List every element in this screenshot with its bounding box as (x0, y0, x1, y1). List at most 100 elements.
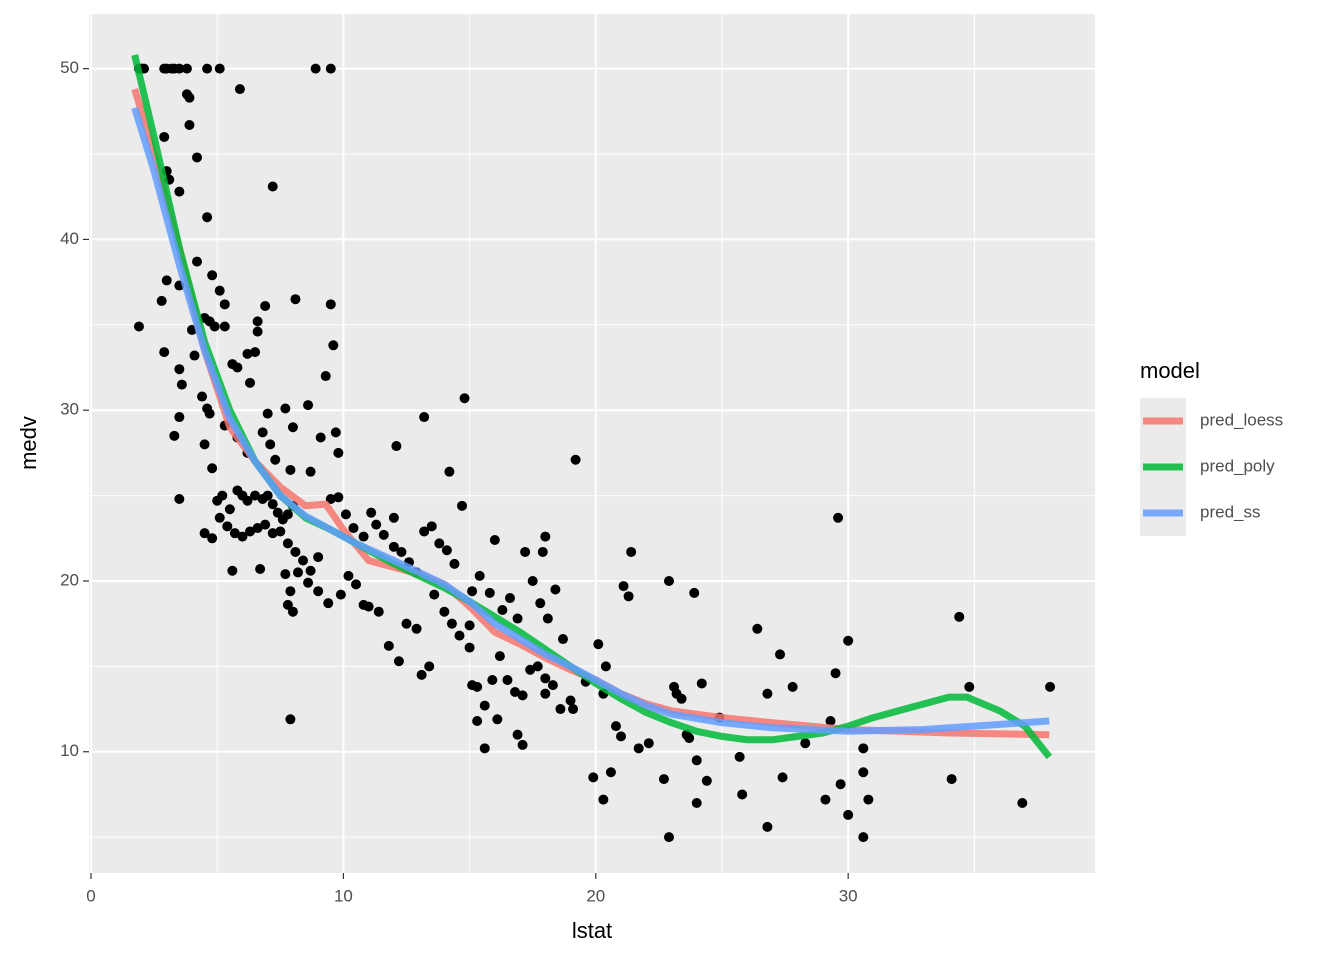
point (333, 492, 344, 503)
point (605, 767, 616, 778)
point (512, 729, 523, 740)
point (472, 716, 483, 727)
point (174, 63, 185, 74)
point (320, 371, 331, 382)
point (424, 661, 435, 672)
point (260, 301, 271, 312)
point (174, 186, 185, 197)
point (401, 618, 412, 629)
point (858, 832, 869, 843)
point (535, 598, 546, 609)
point (512, 613, 523, 624)
point (378, 529, 389, 540)
y-axis-title: medv (16, 416, 41, 470)
point (391, 441, 402, 452)
point (527, 575, 538, 586)
point (800, 738, 811, 749)
point (363, 601, 374, 612)
point (492, 714, 503, 725)
point (504, 593, 515, 604)
point (663, 832, 674, 843)
point (663, 575, 674, 586)
point (600, 661, 611, 672)
point (351, 579, 362, 590)
x-tick-label: 0 (86, 886, 95, 905)
point (416, 669, 427, 680)
point (598, 794, 609, 805)
point (255, 564, 266, 575)
point (1017, 797, 1028, 808)
point (270, 454, 281, 465)
point (464, 620, 475, 631)
point (207, 463, 218, 474)
point (298, 555, 309, 566)
point (325, 63, 336, 74)
point (262, 490, 273, 501)
point (366, 507, 377, 518)
point (439, 606, 450, 617)
x-tick-label: 10 (334, 886, 353, 905)
point (184, 92, 195, 103)
x-axis-title: lstat (572, 918, 612, 943)
point (441, 545, 452, 556)
point (262, 408, 273, 419)
point (272, 507, 283, 518)
point (161, 275, 172, 286)
point (525, 664, 536, 675)
point (643, 738, 654, 749)
point (540, 688, 551, 699)
point (388, 512, 399, 523)
point (479, 743, 490, 754)
x-tick-label: 20 (586, 886, 605, 905)
point (701, 775, 712, 786)
point (633, 743, 644, 754)
point (305, 565, 316, 576)
point (209, 321, 220, 332)
point (202, 212, 213, 223)
point (250, 347, 261, 358)
point (214, 512, 225, 523)
point (250, 490, 261, 501)
point (517, 739, 528, 750)
point (426, 521, 437, 532)
y-tick-label: 20 (60, 570, 79, 589)
point (252, 523, 263, 534)
point (858, 743, 869, 754)
legend-label: pred_loess (1200, 410, 1283, 429)
point (484, 587, 495, 598)
point (820, 794, 831, 805)
point (610, 721, 621, 732)
point (547, 680, 558, 691)
point (1045, 681, 1056, 692)
point (676, 693, 687, 704)
y-tick-label: 40 (60, 229, 79, 248)
point (429, 589, 440, 600)
point (434, 538, 445, 549)
point (242, 495, 253, 506)
point (197, 391, 208, 402)
point (156, 295, 167, 306)
point (510, 686, 521, 697)
point (333, 447, 344, 458)
point (229, 528, 240, 539)
point (315, 432, 326, 443)
point (328, 340, 339, 351)
point (449, 558, 460, 569)
point (219, 321, 230, 332)
point (843, 635, 854, 646)
point (388, 541, 399, 552)
point (265, 439, 276, 450)
point (858, 767, 869, 778)
point (287, 422, 298, 433)
point (232, 362, 243, 373)
point (199, 528, 210, 539)
point (174, 412, 185, 423)
point (540, 673, 551, 684)
point (964, 681, 975, 692)
point (658, 774, 669, 785)
point (734, 751, 745, 762)
y-tick-label: 50 (60, 58, 79, 77)
point (174, 364, 185, 375)
point (325, 494, 336, 505)
